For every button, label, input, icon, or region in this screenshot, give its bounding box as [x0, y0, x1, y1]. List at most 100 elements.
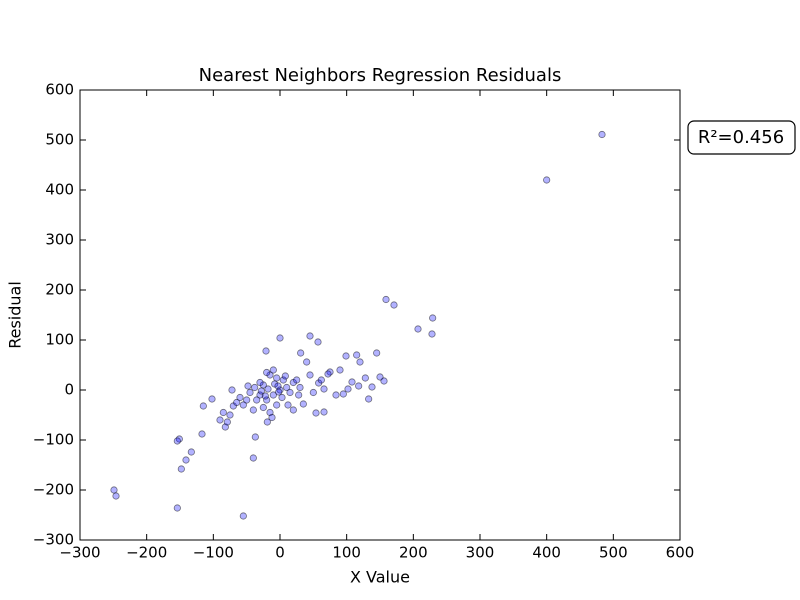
point — [598, 130, 606, 139]
point — [332, 391, 340, 399]
point — [256, 378, 264, 387]
point — [348, 378, 356, 386]
point — [365, 395, 373, 403]
point — [264, 385, 272, 393]
point — [175, 435, 183, 443]
point — [356, 358, 364, 366]
point — [306, 371, 314, 379]
point — [263, 418, 271, 426]
y-tick-label: 300 — [45, 231, 74, 249]
point — [336, 366, 344, 374]
point — [244, 382, 252, 390]
point — [228, 386, 236, 394]
annotation: R²=0.456 — [698, 127, 784, 148]
point — [275, 388, 283, 396]
point — [296, 383, 304, 392]
x-tick-label: 100 — [332, 544, 361, 562]
y-tick-label: 500 — [45, 131, 74, 149]
x-tick-label: 400 — [532, 544, 561, 562]
point — [261, 392, 269, 400]
point — [342, 352, 350, 360]
x-tick-label: −300 — [59, 544, 100, 562]
point — [278, 393, 286, 402]
point — [317, 376, 325, 384]
point — [283, 383, 291, 392]
x-tick-label: 0 — [275, 544, 285, 562]
point — [273, 374, 281, 382]
point — [339, 390, 347, 398]
point — [263, 368, 271, 377]
point — [112, 492, 120, 500]
y-tick-label: −300 — [33, 531, 74, 549]
point — [303, 358, 311, 366]
point — [295, 391, 303, 399]
point — [368, 383, 376, 391]
x-tick-label: 500 — [599, 544, 628, 562]
point — [262, 347, 270, 355]
x-tick-label: −100 — [193, 544, 234, 562]
point — [246, 388, 254, 397]
point — [251, 383, 259, 392]
plot-area — [110, 130, 606, 520]
point — [320, 408, 328, 416]
point — [414, 325, 422, 333]
chart-title: Nearest Neighbors Regression Residuals — [199, 65, 562, 86]
point — [382, 295, 390, 304]
point — [361, 374, 369, 382]
point — [263, 396, 271, 404]
point — [216, 416, 224, 424]
point — [355, 382, 363, 390]
y-axis-label: Residual — [6, 281, 25, 349]
point — [219, 408, 227, 417]
point — [279, 376, 287, 384]
point — [199, 402, 207, 410]
point — [324, 370, 332, 378]
point — [289, 406, 297, 414]
point — [208, 395, 216, 403]
point — [249, 454, 257, 462]
point — [253, 396, 261, 404]
y-tick-label: −200 — [33, 481, 74, 499]
point — [182, 456, 190, 464]
point — [281, 372, 289, 380]
point — [226, 411, 234, 419]
y-tick-label: 600 — [45, 81, 74, 99]
point — [428, 330, 436, 338]
point — [373, 349, 381, 357]
point — [273, 401, 281, 409]
point — [429, 314, 437, 322]
point — [239, 512, 247, 520]
point — [256, 391, 264, 399]
point — [326, 368, 334, 376]
point — [249, 406, 257, 414]
point — [312, 409, 320, 417]
point — [353, 351, 361, 359]
point — [344, 385, 352, 393]
x-tick-label: 600 — [666, 544, 695, 562]
point — [223, 418, 231, 426]
y-tick-label: 100 — [45, 331, 74, 349]
point — [297, 349, 305, 357]
x-tick-label: −200 — [126, 544, 167, 562]
point — [268, 413, 276, 422]
point — [320, 385, 328, 393]
point — [276, 334, 284, 342]
point — [299, 400, 307, 408]
point — [173, 504, 181, 512]
point — [173, 437, 181, 445]
point — [257, 387, 265, 395]
axes-frame — [79, 89, 681, 541]
point — [543, 176, 551, 184]
point — [269, 366, 277, 374]
x-tick-label: 300 — [466, 544, 495, 562]
point — [239, 401, 247, 409]
point — [309, 388, 317, 397]
point — [233, 398, 241, 407]
annotation-box — [687, 120, 796, 155]
y-tick-label: 200 — [45, 281, 74, 299]
point — [251, 433, 259, 441]
point — [390, 301, 398, 309]
